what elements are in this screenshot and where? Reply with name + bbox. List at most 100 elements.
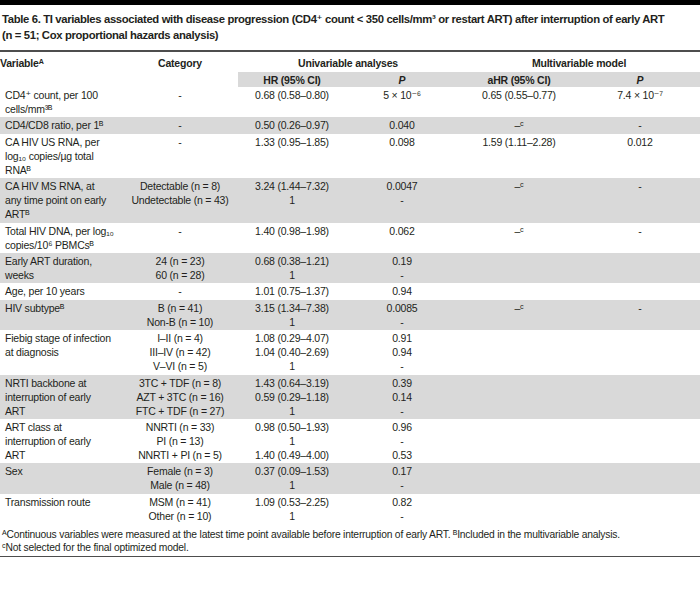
cell-line: –ᶜ (460, 179, 578, 193)
cell-p-univariable: 5 × 10⁻⁶ (346, 87, 458, 117)
cell-line: –ᶜ (460, 224, 578, 238)
cell-line: - (348, 315, 456, 329)
cell-hr: 1.33 (0.95–1.85) (238, 134, 346, 178)
cell-line: Age, per 10 years (5, 284, 120, 298)
cell-line: 0.59 (0.29–1.18) (240, 390, 344, 404)
cell-line: 0.94 (348, 345, 456, 359)
table-row: CD4/CD8 ratio, per 1ᴮ-0.50 (0.26–0.97)0.… (0, 117, 700, 133)
cell-line: Early ART duration, (5, 254, 120, 268)
cell-line: HIV subtypeᴮ (5, 301, 120, 315)
cell-variable: CA HIV MS RNA, atany time point on early… (0, 178, 122, 222)
cell-line: CA HIV MS RNA, at (5, 179, 120, 193)
cell-hr: 3.15 (1.34–7.38)1 (238, 300, 346, 330)
cell-line: 1.04 (0.40–2.69) (240, 345, 344, 359)
cell-line: 0.14 (348, 390, 456, 404)
cell-line: - (348, 359, 456, 373)
cell-line: ART class at (5, 420, 120, 434)
cell-p-univariable: 0.098 (346, 134, 458, 178)
cell-line: III–IV (n = 42) (124, 345, 236, 359)
cell-category: I–II (n = 4)III–IV (n = 42)V–VI (n = 5) (122, 330, 238, 374)
cell-line: - (124, 135, 236, 149)
group-header-multivariable: Multivariable model (458, 52, 700, 72)
cell-ahr (458, 330, 580, 374)
cell-line: Non-B (n = 10) (124, 315, 236, 329)
cell-line: - (348, 193, 456, 207)
cell-line: 0.062 (348, 224, 456, 238)
cell-ahr: –ᶜ (458, 117, 580, 133)
cell-line: 0.37 (0.09–1.53) (240, 464, 344, 478)
cell-line: 0.17 (348, 464, 456, 478)
cell-line: –ᶜ (460, 301, 578, 315)
table-row: Transmission routeMSM (n = 41)Other (n =… (0, 494, 700, 524)
cell-p-multivariable (580, 419, 700, 463)
cell-variable: Age, per 10 years (0, 283, 122, 299)
cell-line: 5 × 10⁻⁶ (348, 88, 456, 102)
cell-line: interruption of early (5, 390, 120, 404)
cell-p-univariable: 0.96-0.53 (346, 419, 458, 463)
cell-line: NNRTI + PI (n = 5) (124, 448, 236, 462)
cell-line: 0.19 (348, 254, 456, 268)
cell-hr: 0.68 (0.38–1.21)1 (238, 253, 346, 283)
cell-ahr (458, 253, 580, 283)
table-row: CA HIV MS RNA, atany time point on early… (0, 178, 700, 222)
cell-line: 7.4 × 10⁻⁷ (582, 88, 698, 102)
cell-hr: 1.43 (0.64–3.19)0.59 (0.29–1.18)1 (238, 375, 346, 419)
cell-line: RNAᴮ (5, 163, 120, 177)
cell-line: Other (n = 10) (124, 509, 236, 523)
cell-variable: CD4⁺ count, per 100cells/mm³ᴮ (0, 87, 122, 117)
footnote-a-b: ᴬContinuous variables were measured at t… (2, 528, 700, 541)
cell-line: cells/mm³ᴮ (5, 102, 120, 116)
table-row: NRTI backbone atinterruption of earlyART… (0, 375, 700, 419)
cell-line: 0.012 (582, 135, 698, 149)
col-header-p-multivariable: P (580, 72, 700, 87)
cell-line: 1 (240, 509, 344, 523)
cell-line: NRTI backbone at (5, 376, 120, 390)
cell-p-multivariable (580, 463, 700, 493)
cell-line: –ᶜ (460, 118, 578, 132)
cell-line: Sex (5, 464, 120, 478)
table-row: Age, per 10 years-1.01 (0.75–1.37)0.94 (0, 283, 700, 299)
cell-line: log₁₀ copies/µg total (5, 149, 120, 163)
col-header-hr: HR (95% CI) (238, 72, 346, 87)
cell-line: 1.59 (1.11–2.28) (460, 135, 578, 149)
cell-p-multivariable (580, 283, 700, 299)
cell-category: B (n = 41)Non-B (n = 10) (122, 300, 238, 330)
cell-hr: 0.68 (0.58–0.80) (238, 87, 346, 117)
cell-p-univariable: 0.17- (346, 463, 458, 493)
cell-line: 1 (240, 193, 344, 207)
header-row-groups: Variableᴬ Category Univariable analyses … (0, 52, 700, 72)
cell-category: Female (n = 3)Male (n = 48) (122, 463, 238, 493)
cell-variable: Sex (0, 463, 122, 493)
cell-line: Fiebig stage of infection (5, 331, 120, 345)
cell-line: copies/10⁶ PBMCsᴮ (5, 238, 120, 252)
cell-line: 1.08 (0.29–4.07) (240, 331, 344, 345)
cell-p-multivariable (580, 330, 700, 374)
cell-line: AZT + 3TC (n = 16) (124, 390, 236, 404)
cell-line: 0.50 (0.26–0.97) (240, 118, 344, 132)
cell-ahr: –ᶜ (458, 223, 580, 253)
cell-line: 0.98 (0.50–1.93) (240, 420, 344, 434)
cell-line: 0.82 (348, 495, 456, 509)
cell-category: - (122, 87, 238, 117)
col-header-p-univariable: P (346, 72, 458, 87)
cell-line: Total HIV DNA, per log₁₀ (5, 224, 120, 238)
cell-p-univariable: 0.82- (346, 494, 458, 524)
cell-variable: Early ART duration,weeks (0, 253, 122, 283)
cell-line: 0.040 (348, 118, 456, 132)
cell-line: interruption of early (5, 434, 120, 448)
table-body: CD4⁺ count, per 100cells/mm³ᴮ-0.68 (0.58… (0, 87, 700, 524)
cell-line: CD4⁺ count, per 100 (5, 88, 120, 102)
cell-line: Undetectable (n = 43) (124, 193, 236, 207)
group-header-univariable: Univariable analyses (238, 52, 458, 72)
cell-line: FTC + TDF (n = 27) (124, 404, 236, 418)
cell-line: 1.09 (0.53–2.25) (240, 495, 344, 509)
cell-line: V–VI (n = 5) (124, 359, 236, 373)
cell-p-univariable: 0.040 (346, 117, 458, 133)
cell-line: 0.96 (348, 420, 456, 434)
cell-line: - (582, 179, 698, 193)
cell-line: Male (n = 48) (124, 478, 236, 492)
cell-line: B (n = 41) (124, 301, 236, 315)
table-bottom-rule (0, 556, 700, 557)
cell-hr: 1.01 (0.75–1.37) (238, 283, 346, 299)
cell-category: NNRTI (n = 33)PI (n = 13)NNRTI + PI (n =… (122, 419, 238, 463)
